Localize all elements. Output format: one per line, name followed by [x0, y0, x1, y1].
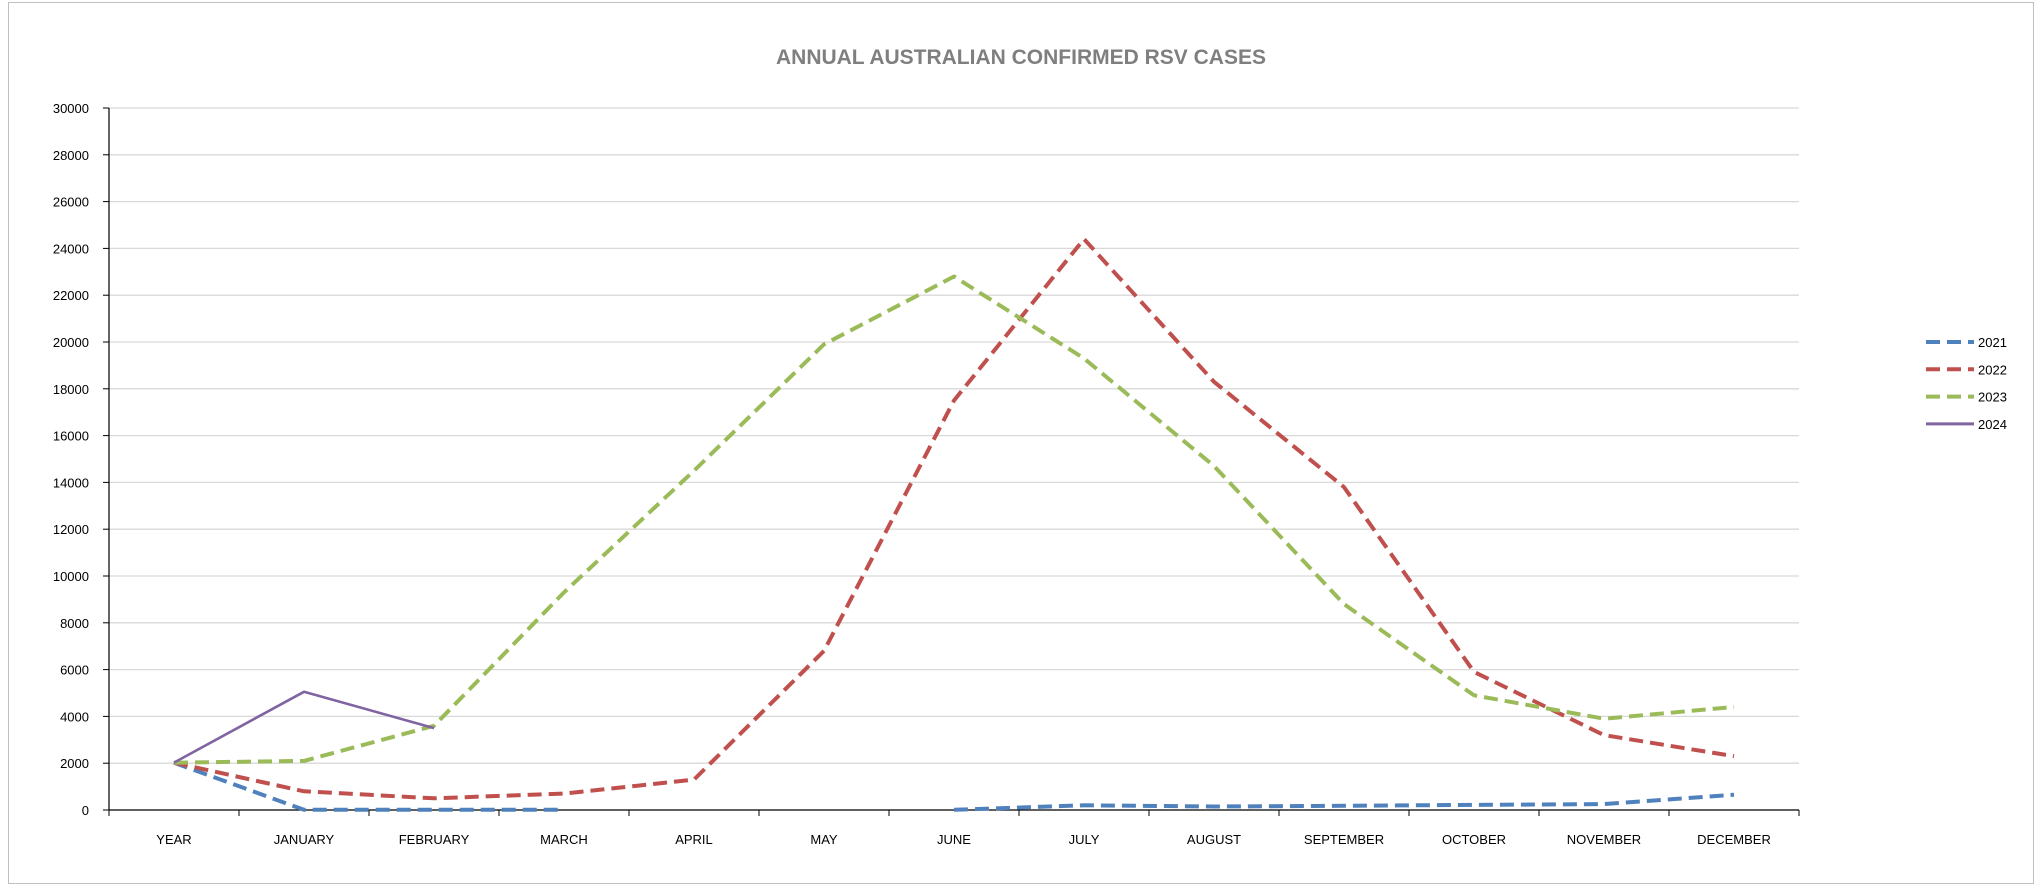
legend-label-2023: 2023 [1978, 390, 2007, 405]
y-tick-label: 0 [82, 803, 89, 818]
x-tick-label: SEPTEMBER [1304, 832, 1384, 847]
y-tick-label: 30000 [53, 101, 89, 116]
series-line-2022 [173, 237, 1735, 801]
axes [108, 108, 1799, 811]
x-axis-ticks: YEAR JANUARY FEBRUARY MARCH APRIL MAY JUNE JULY… [108, 810, 1800, 847]
y-axis-ticks: 0 2000 4000 6000 8000 10000 12000 14000 16000 180… [53, 101, 109, 818]
y-tick-label: 16000 [53, 429, 89, 444]
x-tick-label: MAY [810, 832, 838, 847]
x-tick-label: AUGUST [1187, 832, 1241, 847]
x-tick-label: NOVEMBER [1567, 832, 1641, 847]
series-2022 [173, 237, 1735, 801]
series-2021 [173, 760, 1735, 812]
gridlines [109, 107, 1799, 764]
x-tick-label: JANUARY [274, 832, 335, 847]
series-line-2021 [953, 792, 1735, 812]
legend: 2021 2022 2023 2024 [1926, 335, 2007, 432]
y-tick-label: 22000 [53, 288, 89, 303]
y-tick-label: 6000 [60, 663, 89, 678]
y-tick-label: 24000 [53, 241, 89, 256]
series-lines [173, 237, 1735, 812]
legend-label-2021: 2021 [1978, 335, 2007, 350]
series-2024 [173, 690, 435, 764]
x-tick-label: MARCH [540, 832, 588, 847]
y-tick-label: 10000 [53, 569, 89, 584]
y-tick-label: 26000 [53, 195, 89, 210]
y-tick-label: 20000 [53, 335, 89, 350]
y-tick-label: 8000 [60, 616, 89, 631]
series-line-2021 [173, 760, 564, 812]
y-tick-label: 14000 [53, 475, 89, 490]
y-tick-label: 18000 [53, 382, 89, 397]
x-tick-label: JUNE [937, 832, 971, 847]
legend-label-2022: 2022 [1978, 362, 2007, 377]
y-tick-label: 2000 [60, 756, 89, 771]
series-2023 [173, 274, 1735, 765]
x-tick-label: DECEMBER [1697, 832, 1771, 847]
chart-area [8, 2, 2034, 884]
chart-title: ANNUAL AUSTRALIAN CONFIRMED RSV CASES [776, 46, 1266, 69]
series-line-2023 [173, 274, 1735, 765]
y-tick-label: 12000 [53, 522, 89, 537]
x-tick-label: JULY [1069, 832, 1100, 847]
x-tick-label: APRIL [675, 832, 713, 847]
y-tick-label: 28000 [53, 148, 89, 163]
x-tick-label: YEAR [156, 832, 191, 847]
x-tick-label: OCTOBER [1442, 832, 1506, 847]
x-tick-label: FEBRUARY [399, 832, 470, 847]
series-line-2024 [173, 690, 435, 764]
y-tick-label: 4000 [60, 709, 89, 724]
legend-label-2024: 2024 [1978, 417, 2007, 432]
